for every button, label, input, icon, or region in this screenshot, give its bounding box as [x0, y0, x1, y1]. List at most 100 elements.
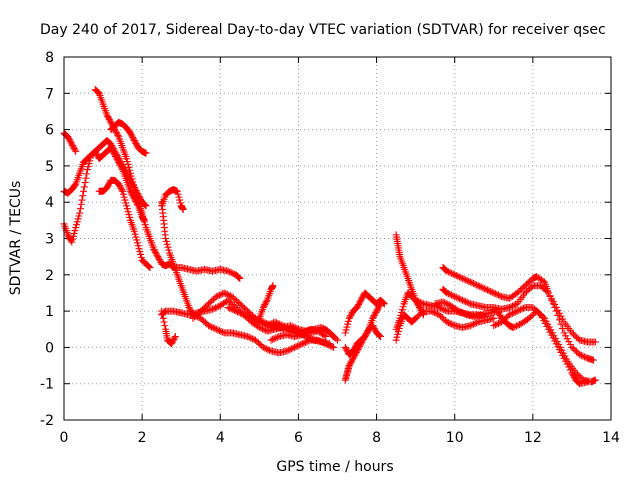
- data-point: [83, 166, 91, 174]
- data-point: [125, 163, 133, 171]
- data-point: [485, 287, 493, 295]
- data-point: [451, 271, 459, 279]
- data-point: [259, 343, 267, 351]
- data-point: [573, 348, 581, 356]
- data-point: [290, 327, 298, 335]
- data-point: [73, 221, 81, 229]
- data-point: [466, 322, 474, 330]
- data-point: [241, 304, 249, 312]
- data-point: [104, 113, 112, 121]
- data-point: [208, 297, 216, 305]
- data-point: [229, 269, 237, 277]
- data-point: [246, 314, 254, 322]
- data-point: [133, 141, 141, 149]
- data-point: [562, 357, 570, 365]
- data-point: [123, 205, 131, 213]
- data-point: [287, 345, 295, 353]
- data-point: [128, 132, 136, 140]
- data-point: [444, 268, 452, 276]
- data-point: [573, 333, 581, 341]
- data-point: [144, 262, 152, 270]
- data-point: [490, 322, 498, 330]
- data-point: [515, 287, 523, 295]
- data-point: [155, 256, 163, 264]
- data-point: [555, 346, 563, 354]
- data-point: [241, 311, 249, 319]
- data-point: [266, 346, 274, 354]
- data-point: [362, 330, 370, 338]
- data-point: [216, 327, 224, 335]
- data-point: [103, 184, 111, 192]
- x-tick-label: 10: [446, 430, 464, 446]
- data-point: [167, 340, 175, 348]
- data-point: [268, 319, 276, 327]
- data-point: [298, 340, 306, 348]
- data-point: [245, 333, 253, 341]
- data-point: [576, 351, 584, 359]
- data-point: [460, 297, 468, 305]
- data-point: [122, 168, 130, 176]
- data-point: [562, 332, 570, 340]
- data-point: [448, 320, 456, 328]
- data-point: [116, 158, 124, 166]
- data-point: [348, 310, 356, 318]
- data-point: [120, 193, 128, 201]
- data-point: [126, 187, 134, 195]
- data-point: [146, 264, 154, 272]
- data-point: [131, 138, 139, 146]
- data-point: [265, 321, 273, 329]
- data-point: [72, 147, 80, 155]
- data-point: [444, 290, 452, 298]
- data-point: [373, 306, 381, 314]
- data-point: [519, 304, 527, 312]
- data-point: [515, 306, 523, 314]
- data-point: [361, 333, 369, 341]
- data-point: [242, 306, 250, 314]
- data-point: [174, 190, 182, 198]
- data-point: [495, 310, 503, 318]
- y-tick-label: -2: [40, 413, 54, 429]
- data-point: [114, 131, 122, 139]
- data-point: [283, 347, 291, 355]
- data-point: [494, 307, 502, 315]
- data-point: [380, 300, 388, 308]
- data-point: [350, 346, 358, 354]
- data-point: [568, 343, 576, 351]
- data-point: [274, 319, 282, 327]
- data-point: [239, 303, 247, 311]
- data-point: [518, 285, 526, 293]
- data-point: [326, 330, 334, 338]
- data-point: [126, 166, 134, 174]
- data-point: [507, 310, 515, 318]
- data-point: [123, 171, 131, 179]
- data-point: [560, 329, 568, 337]
- data-point: [260, 320, 268, 328]
- data-point: [355, 299, 363, 307]
- data-point: [346, 313, 354, 321]
- y-tick-label: 3: [45, 232, 54, 248]
- data-point: [529, 303, 537, 311]
- data-point: [415, 298, 423, 306]
- data-point: [155, 254, 163, 262]
- data-point: [473, 281, 481, 289]
- data-point: [443, 289, 451, 297]
- series-arc-d: [91, 86, 244, 282]
- data-point: [521, 289, 529, 297]
- data-point: [292, 343, 300, 351]
- data-point: [108, 142, 116, 150]
- data-point: [234, 298, 242, 306]
- data-point: [463, 277, 471, 285]
- data-point: [176, 196, 184, 204]
- data-point: [256, 340, 264, 348]
- data-point: [548, 296, 556, 304]
- data-point: [569, 370, 577, 378]
- data-point: [251, 316, 259, 324]
- y-axis-label: SDTVAR / TECUs: [8, 181, 24, 296]
- data-point: [416, 298, 424, 306]
- data-point: [488, 288, 496, 296]
- data-point: [170, 335, 178, 343]
- data-point: [568, 369, 576, 377]
- data-point: [136, 248, 144, 256]
- data-point: [248, 314, 256, 322]
